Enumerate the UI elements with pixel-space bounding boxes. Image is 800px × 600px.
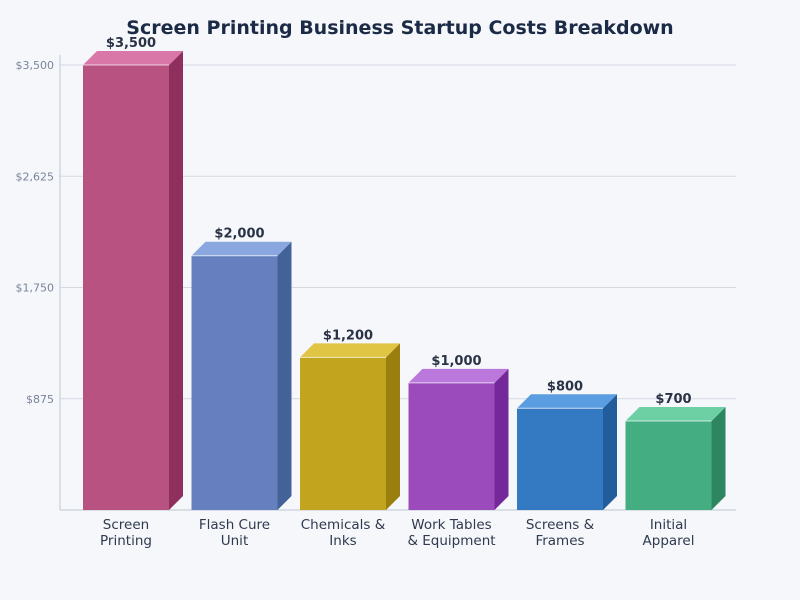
bar xyxy=(517,394,617,510)
x-tick-label: Printing xyxy=(100,533,152,549)
y-tick-label: $875 xyxy=(26,393,54,406)
data-label: $800 xyxy=(547,379,583,394)
data-label: $3,500 xyxy=(106,36,156,51)
bar xyxy=(191,241,292,510)
x-tick-label: Chemicals & xyxy=(301,517,386,533)
bar-top xyxy=(83,51,183,65)
y-tick-label: $3,500 xyxy=(16,59,55,72)
bar-top xyxy=(625,407,726,421)
x-tick-label: Flash Cure xyxy=(199,517,270,533)
y-tick-label: $2,625 xyxy=(16,170,55,183)
bar-top xyxy=(300,343,400,358)
data-label: $1,000 xyxy=(431,354,481,369)
bar xyxy=(83,51,183,510)
data-label: $700 xyxy=(655,392,691,407)
x-tick-label: Screen xyxy=(103,517,149,533)
bar-side xyxy=(277,241,292,510)
bar-front xyxy=(408,382,495,510)
x-tick-label: Inks xyxy=(329,533,356,549)
bar xyxy=(408,368,509,510)
bar-front xyxy=(517,408,603,510)
bar-front xyxy=(300,357,386,510)
bar-side xyxy=(169,51,183,510)
x-tick-label: Apparel xyxy=(643,533,695,549)
x-tick-label: Work Tables xyxy=(411,517,491,533)
x-tick-label: Initial xyxy=(650,517,687,533)
x-tick-label: Unit xyxy=(221,533,248,549)
bar-side xyxy=(494,368,509,510)
x-tick-label: & Equipment xyxy=(407,533,495,549)
bar-top xyxy=(408,368,509,383)
bar-front xyxy=(625,421,712,510)
data-label: $1,200 xyxy=(323,328,373,343)
data-label: $2,000 xyxy=(214,227,264,242)
chart-title: Screen Printing Business Startup Costs B… xyxy=(126,17,673,39)
bar-front xyxy=(83,65,169,510)
bar-side xyxy=(603,394,617,510)
bar-front xyxy=(191,255,278,510)
bar-side xyxy=(711,407,726,510)
bar-top xyxy=(517,394,617,409)
bar xyxy=(300,343,400,510)
y-tick-label: $1,750 xyxy=(16,282,55,295)
x-tick-label: Frames xyxy=(535,533,584,549)
bar-side xyxy=(386,343,400,510)
x-tick-label: Screens & xyxy=(526,517,595,533)
bar xyxy=(625,407,726,510)
bar-top xyxy=(191,241,292,256)
